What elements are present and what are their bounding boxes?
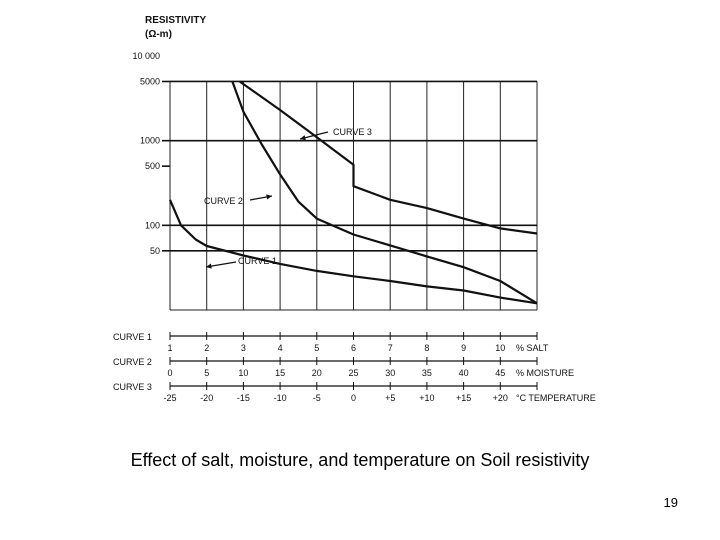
x-tick-label: 35 [422, 368, 432, 378]
x-tick-label: -5 [313, 393, 321, 403]
x-tick-label: 0 [167, 368, 172, 378]
x-tick-label: -25 [163, 393, 176, 403]
y-axis-unit: (Ω-m) [145, 29, 172, 40]
y-tick-label: 500 [145, 161, 160, 171]
curve-annotation-label: CURVE 1 [238, 256, 277, 266]
x-tick-label: 7 [388, 343, 393, 353]
x-tick-label: 40 [459, 368, 469, 378]
x-tick-label: 1 [167, 343, 172, 353]
x-tick-label: +10 [419, 393, 434, 403]
x-tick-label: -15 [237, 393, 250, 403]
y-tick-label: 5000 [140, 76, 160, 86]
x-tick-label: 6 [351, 343, 356, 353]
x-tick-label: -10 [274, 393, 287, 403]
x-tick-label: 10 [238, 368, 248, 378]
y-tick-label: 1000 [140, 136, 160, 146]
x-tick-label: 0 [351, 393, 356, 403]
x-axis-2-unit: % MOISTURE [516, 368, 574, 378]
page-number: 19 [663, 495, 678, 510]
resistivity-chart: RESISTIVITY (Ω-m) 10 0005000100050010050… [113, 15, 596, 403]
curve-annotation-label: CURVE 2 [204, 196, 243, 206]
curve-2-line [231, 81, 538, 305]
slide-caption: Effect of salt, moisture, and temperatur… [130, 450, 590, 470]
x-tick-label: 9 [461, 343, 466, 353]
x-tick-label: 5 [204, 368, 209, 378]
curve-1-line [168, 199, 538, 305]
x-tick-label: 8 [424, 343, 429, 353]
y-axis-title: RESISTIVITY [145, 15, 206, 26]
annotation-arrowhead [266, 194, 272, 200]
y-tick-label: 10 000 [132, 51, 160, 61]
curve-annotation-label: CURVE 3 [333, 127, 372, 137]
curve-annotations: CURVE 3 CURVE 2 CURVE 1 [204, 127, 372, 269]
x-tick-label: 4 [278, 343, 283, 353]
x-axis-2-name: CURVE 2 [113, 357, 152, 367]
x-tick-label: 10 [495, 343, 505, 353]
x-tick-label: 2 [204, 343, 209, 353]
series-lines [168, 80, 538, 305]
x-tick-label: -20 [200, 393, 213, 403]
curve-3-line [239, 80, 538, 235]
x-axis-1-unit: % SALT [516, 343, 549, 353]
x-tick-label: 15 [275, 368, 285, 378]
annotation-arrowhead [300, 135, 306, 141]
x-tick-label: 25 [348, 368, 358, 378]
x-tick-label: 30 [385, 368, 395, 378]
x-tick-label: 3 [241, 343, 246, 353]
x-tick-label: +5 [385, 393, 395, 403]
x-tick-label: 20 [312, 368, 322, 378]
x-tick-label: 45 [495, 368, 505, 378]
x-tick-label: +20 [493, 393, 508, 403]
x-axis-3-name: CURVE 3 [113, 382, 152, 392]
y-tick-label: 50 [150, 246, 160, 256]
x-axis-1-name: CURVE 1 [113, 332, 152, 342]
x-axis-3-unit: °C TEMPERATURE [516, 393, 596, 403]
plot-grid [169, 80, 538, 311]
y-tick-label: 100 [145, 220, 160, 230]
annotation-arrowhead [206, 263, 212, 269]
x-tick-label: 5 [314, 343, 319, 353]
x-tick-label: +15 [456, 393, 471, 403]
y-tick-labels: 10 000 5000 1000 500 100 50 [132, 51, 170, 256]
